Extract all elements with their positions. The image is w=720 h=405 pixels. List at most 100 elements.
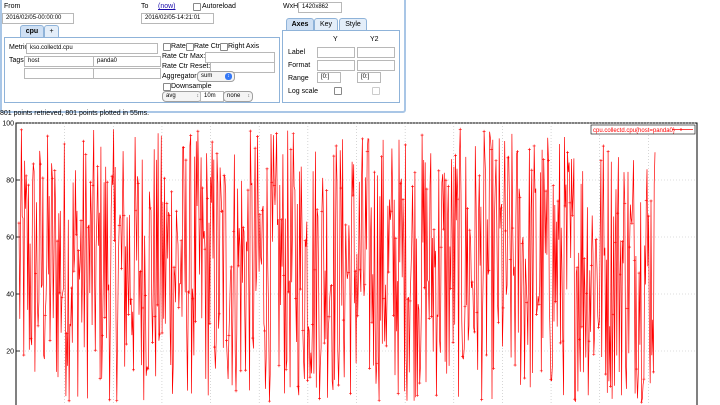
data-point (81, 139, 85, 143)
tab-style[interactable]: Style (339, 18, 367, 30)
data-point (420, 133, 424, 137)
tab-cpu[interactable]: cpu (20, 25, 44, 37)
data-point (463, 305, 467, 309)
data-point (205, 196, 209, 200)
to-input[interactable]: 2016/02/05-14:21:01 (141, 13, 214, 24)
data-point (203, 247, 207, 251)
y-range-input[interactable]: [0:] (317, 72, 341, 83)
aggregator-select[interactable]: sum ↕ (197, 71, 235, 82)
data-point (523, 376, 527, 380)
right-axis-checkbox[interactable] (220, 43, 228, 51)
aggregator-label: Aggregator: (162, 73, 199, 80)
right-axis-label: Right Axis (228, 43, 260, 50)
rate-checkbox[interactable] (163, 43, 171, 51)
downsample-checkbox[interactable] (163, 83, 171, 91)
data-point (301, 328, 305, 332)
tag-value-input-1[interactable]: panda0 (93, 56, 161, 67)
data-point (177, 306, 181, 310)
data-point (53, 169, 57, 173)
data-point (449, 287, 453, 291)
data-point (208, 321, 212, 325)
data-point (573, 397, 577, 401)
y2-range-input[interactable]: [0:] (357, 72, 381, 83)
data-point (532, 144, 536, 148)
data-point (22, 353, 26, 357)
data-point (69, 286, 73, 290)
metric-label: Metric: (9, 44, 30, 51)
data-point (506, 156, 510, 160)
data-point (418, 381, 422, 385)
data-point (329, 283, 333, 287)
data-point (236, 264, 240, 268)
data-point (191, 297, 195, 301)
data-point (499, 207, 503, 211)
data-point (72, 269, 76, 273)
data-point (129, 297, 133, 301)
data-point (551, 184, 555, 188)
from-input[interactable]: 2016/02/05-00:00:00 (2, 13, 74, 24)
rate-ctr-reset-input[interactable] (210, 62, 275, 73)
data-point (277, 364, 281, 368)
data-point (494, 159, 498, 163)
data-point (501, 306, 505, 310)
y2-label-input[interactable] (357, 47, 395, 58)
data-point (272, 183, 276, 187)
data-point (275, 131, 279, 135)
now-link[interactable]: (now) (158, 3, 176, 10)
data-point (117, 223, 121, 227)
data-point (470, 280, 474, 284)
downsample-interval-input[interactable]: 10m (200, 91, 224, 102)
data-point (558, 341, 562, 345)
data-point (310, 323, 314, 327)
y-label-input[interactable] (317, 47, 355, 58)
data-point (597, 326, 601, 330)
data-point (446, 184, 450, 188)
data-point (158, 332, 162, 336)
aggregator-value: sum (201, 73, 213, 79)
data-point (365, 149, 369, 153)
data-point (122, 214, 126, 218)
data-point (112, 238, 116, 242)
data-point (561, 339, 565, 343)
data-point (98, 377, 102, 381)
downsample-fill-select[interactable]: none ↕ (223, 91, 253, 102)
data-point (651, 370, 655, 374)
y-tick-label: 100 (2, 121, 14, 128)
tag-key-input-2[interactable] (24, 68, 94, 79)
downsample-function-select[interactable]: avg ↕ (162, 91, 202, 102)
data-point (513, 363, 517, 367)
data-point (427, 316, 431, 320)
rate-ctr-checkbox[interactable] (186, 43, 194, 51)
y2-format-input[interactable] (357, 60, 395, 71)
data-point (630, 221, 634, 225)
data-point (222, 173, 226, 177)
data-point (389, 209, 393, 213)
y-logscale-checkbox[interactable] (334, 87, 342, 95)
wxh-input[interactable]: 1420x862 (298, 2, 342, 13)
data-point (492, 366, 496, 370)
data-point (198, 217, 202, 221)
data-point (36, 324, 40, 328)
data-point (625, 306, 629, 310)
data-point (320, 210, 324, 214)
legend-box (590, 124, 696, 135)
data-point (375, 361, 379, 365)
data-point (313, 268, 317, 272)
tab-add-metric[interactable]: + (44, 25, 59, 37)
data-point (127, 313, 131, 317)
tab-axes[interactable]: Axes (286, 18, 314, 30)
data-point (535, 312, 539, 316)
autoreload-checkbox[interactable] (193, 3, 201, 11)
tag-value-input-2[interactable] (93, 68, 161, 79)
y2-logscale-checkbox[interactable] (372, 87, 380, 95)
y-format-input[interactable] (317, 60, 355, 71)
metric-input[interactable]: kso.collectd.cpu (26, 43, 158, 54)
data-point (62, 142, 66, 146)
data-point (504, 229, 508, 233)
rate-ctr-max-label: Rate Ctr Max: (162, 53, 206, 60)
tag-key-input-1[interactable]: host (24, 56, 94, 67)
status-text: 801 points retrieved, 801 points plotted… (0, 110, 150, 117)
data-point (65, 331, 69, 335)
wxh-label: WxH: (283, 3, 301, 10)
tab-key[interactable]: Key (314, 18, 338, 30)
